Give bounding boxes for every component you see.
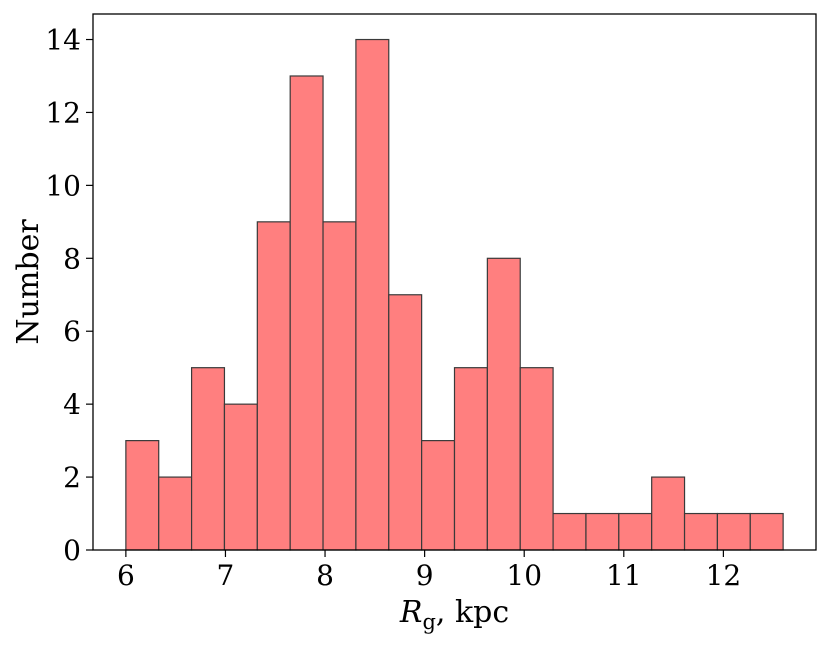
x-tick-label: 8 xyxy=(316,559,334,592)
x-axis-label-subscript: g xyxy=(422,610,435,634)
histogram-bar xyxy=(125,440,160,551)
x-axis-label: Rg, kpc xyxy=(399,595,509,634)
y-tick-label: 12 xyxy=(45,96,81,129)
histogram-bar xyxy=(453,367,488,551)
histogram-bar xyxy=(749,512,784,551)
y-tick-label: 0 xyxy=(63,534,81,567)
x-tick-label: 12 xyxy=(706,559,742,592)
y-axis-ticks: 0 2 4 6 8 10 12 14 xyxy=(45,24,93,567)
histogram-bar xyxy=(651,476,686,551)
histogram-bar xyxy=(683,512,719,551)
x-axis-ticks: 6 7 8 9 10 11 12 xyxy=(117,550,741,592)
histogram-bar xyxy=(322,221,357,551)
histogram-bar xyxy=(519,367,554,551)
histogram-bar xyxy=(190,367,226,551)
histogram-bar xyxy=(355,38,390,551)
histogram-bar xyxy=(716,512,751,551)
y-tick-label: 8 xyxy=(63,242,81,275)
histogram-bar xyxy=(552,512,587,551)
histogram-bar xyxy=(421,440,456,551)
bars-group xyxy=(125,38,784,551)
y-tick-label: 6 xyxy=(63,315,81,348)
x-tick-label: 11 xyxy=(606,559,642,592)
histogram-bar xyxy=(388,294,423,551)
histogram-bar xyxy=(158,476,193,551)
histogram-bar xyxy=(289,75,324,551)
x-tick-label: 7 xyxy=(217,559,235,592)
histogram-bar xyxy=(486,257,521,551)
x-tick-label: 6 xyxy=(117,559,135,592)
x-tick-label: 9 xyxy=(416,559,434,592)
histogram-bar xyxy=(618,512,653,551)
y-tick-label: 14 xyxy=(45,24,81,57)
y-axis-label: Number xyxy=(11,219,46,345)
histogram-bar xyxy=(585,512,620,551)
y-tick-label: 4 xyxy=(63,388,81,421)
histogram-bar xyxy=(256,221,291,551)
y-tick-label: 2 xyxy=(63,461,81,494)
plot-frame xyxy=(92,13,817,551)
x-axis-label-suffix: , kpc xyxy=(436,595,509,630)
y-tick-label: 10 xyxy=(45,169,81,202)
histogram-bar xyxy=(223,403,258,551)
x-axis-label-symbol: R xyxy=(399,595,423,630)
x-tick-label: 10 xyxy=(506,559,542,592)
